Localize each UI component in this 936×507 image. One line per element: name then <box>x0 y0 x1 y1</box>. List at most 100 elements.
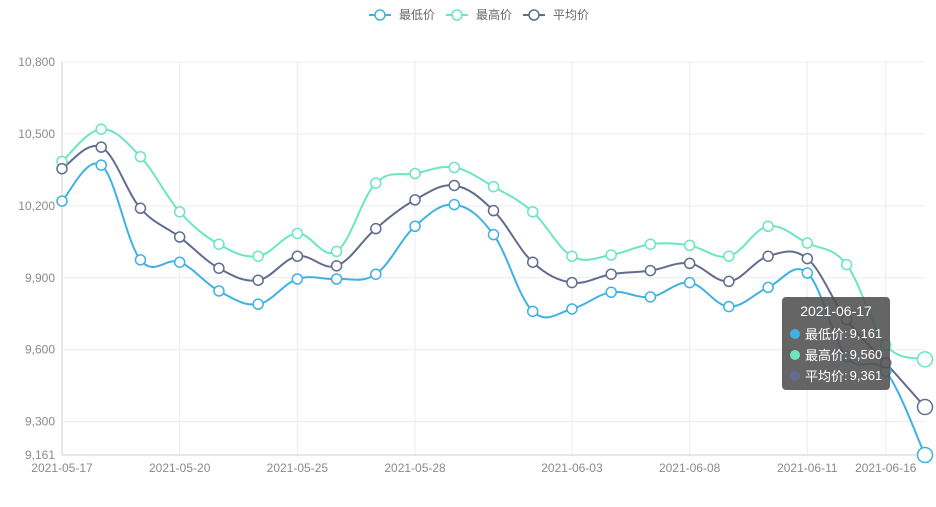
tooltip-dot-avg <box>790 370 800 381</box>
series-0-point-14[interactable] <box>605 286 617 298</box>
legend-label-0[interactable]: 最低价 <box>399 8 435 22</box>
series-1-point-7[interactable] <box>330 245 343 258</box>
series-0-point-9[interactable] <box>409 220 421 232</box>
x-tick-label-1: 2021-05-20 <box>149 461 211 475</box>
tooltip-dot-low <box>790 328 800 339</box>
series-2-point-12[interactable] <box>526 256 539 268</box>
series-2-point-5[interactable] <box>252 274 264 286</box>
series-2-point-1[interactable] <box>95 141 107 153</box>
series-0-point-5[interactable] <box>252 298 264 310</box>
series-1-point-1[interactable] <box>95 123 107 135</box>
legend-label-1[interactable]: 最高价 <box>476 7 512 22</box>
series-1-point-15[interactable] <box>644 238 657 250</box>
grid-lines <box>61 61 925 456</box>
series-1-point-19[interactable] <box>801 237 814 249</box>
series-2-point-4[interactable] <box>213 262 225 274</box>
series-0-point-22[interactable] <box>916 446 934 464</box>
x-tick-label-3: 2021-05-28 <box>384 461 446 475</box>
series-1-point-9[interactable] <box>409 167 421 180</box>
series-2-point-18[interactable] <box>762 250 774 262</box>
series-0-point-15[interactable] <box>644 291 657 303</box>
legend-marker-1[interactable] <box>451 9 463 21</box>
y-tick-label-0: 9,161 <box>25 448 55 462</box>
series-0-point-1[interactable] <box>95 159 107 171</box>
legend[interactable]: 最低价 最高价 平均价 <box>369 7 589 22</box>
series-0-point-6[interactable] <box>291 273 304 285</box>
series-0-point-13[interactable] <box>566 303 578 315</box>
series-2-point-22[interactable] <box>916 398 934 416</box>
axes <box>61 62 925 456</box>
series-1-point-3[interactable] <box>173 206 186 218</box>
series-2-point-16[interactable] <box>683 257 696 270</box>
series-1-point-11[interactable] <box>487 180 500 193</box>
series-0-point-16[interactable] <box>683 276 696 289</box>
legend-marker-0[interactable] <box>374 9 386 21</box>
y-tick-label-6: 10,800 <box>18 55 55 69</box>
y-axis-ticks: 9,161 9,300 9,600 9,900 10,200 10,500 10,800 <box>18 55 55 462</box>
legend-marker-2[interactable] <box>528 9 540 21</box>
tooltip-row-low-value: 9,161 <box>849 326 883 341</box>
series-1-point-16[interactable] <box>683 239 696 252</box>
series-0-point-0[interactable] <box>56 195 68 207</box>
tooltip-row-avg: 平均价 : 9,361 <box>790 365 882 386</box>
y-tick-label-2: 9,600 <box>25 343 55 357</box>
series-1-point-10[interactable] <box>448 161 461 174</box>
series-1-point-4[interactable] <box>213 238 225 250</box>
tooltip-row-low: 最低价 : 9,161 <box>790 323 882 344</box>
series-2-point-10[interactable] <box>448 179 461 192</box>
tooltip: 2021-06-17 最低价 : 9,161 最高价 : 9,560 平均价 :… <box>782 297 890 390</box>
x-tick-label-4: 2021-06-03 <box>541 461 603 475</box>
tooltip-title: 2021-06-17 <box>800 303 872 319</box>
series-0-point-4[interactable] <box>213 285 225 297</box>
series-lines <box>61 128 926 456</box>
series-2-point-2[interactable] <box>134 202 147 215</box>
series-2-point-0[interactable] <box>56 162 68 175</box>
x-tick-label-0: 2021-05-17 <box>31 461 93 475</box>
tooltip-row-high-label: 最高价 <box>805 348 845 363</box>
series-0-point-10[interactable] <box>448 198 461 211</box>
series-2-point-9[interactable] <box>409 194 421 206</box>
series-1-point-12[interactable] <box>526 206 539 218</box>
series-1-point-2[interactable] <box>134 150 147 163</box>
series-0-point-18[interactable] <box>762 281 774 294</box>
series-2-point-8[interactable] <box>370 222 382 235</box>
legend-label-2[interactable]: 平均价 <box>553 8 589 22</box>
tooltip-row-avg-value: 9,361 <box>849 368 883 383</box>
series-0-point-19[interactable] <box>801 267 814 279</box>
series-2-point-7[interactable] <box>330 260 343 272</box>
series-1-point-8[interactable] <box>370 177 382 189</box>
x-axis-ticks: 2021-05-17 2021-05-20 2021-05-25 2021-05-28… <box>31 461 916 475</box>
series-2-point-19[interactable] <box>801 252 814 265</box>
series-1-point-14[interactable] <box>605 249 617 261</box>
tooltip-dot-high <box>790 349 800 360</box>
series-0-point-7[interactable] <box>330 273 343 285</box>
series-1-point-20[interactable] <box>840 258 853 271</box>
series-1-point-5[interactable] <box>252 250 264 262</box>
series-2-point-6[interactable] <box>291 250 304 262</box>
tooltip-row-low-label: 最低价 <box>805 327 845 342</box>
series-points[interactable] <box>56 123 934 464</box>
series-1-point-17[interactable] <box>723 250 735 262</box>
series-0-point-17[interactable] <box>723 300 735 313</box>
series-0-point-3[interactable] <box>173 256 186 268</box>
series-2-point-3[interactable] <box>173 231 186 243</box>
y-tick-label-1: 9,300 <box>25 415 55 429</box>
series-0-point-2[interactable] <box>134 254 147 266</box>
series-2-point-15[interactable] <box>644 264 657 277</box>
series-1-point-13[interactable] <box>566 250 578 262</box>
series-1-point-6[interactable] <box>291 227 304 240</box>
series-0-point-8[interactable] <box>370 268 382 280</box>
tooltip-row-high: 最高价 : 9,560 <box>790 344 882 365</box>
tooltip-row-avg-label: 平均价 <box>805 369 845 384</box>
x-tick-label-2: 2021-05-25 <box>267 461 329 475</box>
series-1-point-22[interactable] <box>916 351 934 368</box>
series-0-point-11[interactable] <box>487 228 500 241</box>
series-2-point-17[interactable] <box>723 275 735 288</box>
series-2-point-13[interactable] <box>566 276 578 289</box>
series-2-point-14[interactable] <box>605 268 617 280</box>
series-0-point-12[interactable] <box>526 305 539 318</box>
y-tick-label-4: 10,200 <box>18 199 55 213</box>
series-2-point-11[interactable] <box>487 204 500 217</box>
series-1-point-18[interactable] <box>762 220 774 232</box>
